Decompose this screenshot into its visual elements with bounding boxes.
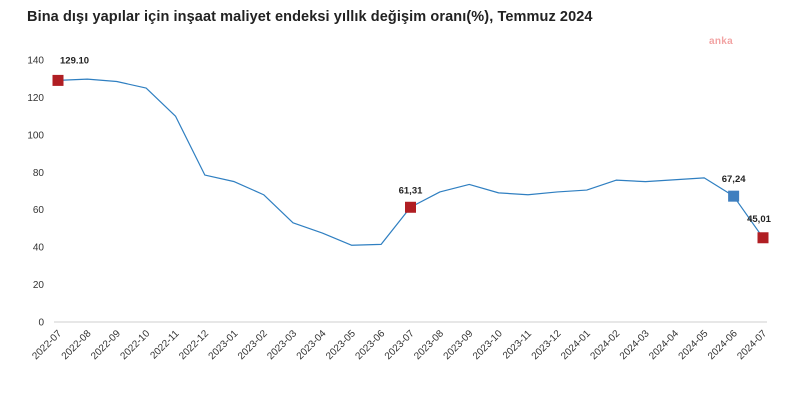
x-tick-label: 2022-11 <box>148 328 182 362</box>
x-tick-label: 2024-02 <box>589 328 623 362</box>
x-tick-label: 2022-07 <box>30 328 64 362</box>
x-tick-label: 2023-03 <box>265 328 299 362</box>
y-tick-label: 20 <box>33 280 45 291</box>
label-layer: 129.10 61,31 67,24 45,01 <box>60 55 772 224</box>
data-label: 67,24 <box>722 174 746 185</box>
line-layer <box>57 78 764 246</box>
x-tick-label: 2023-10 <box>471 328 505 362</box>
x-tick-label: 2024-06 <box>706 328 740 362</box>
y-tick-label: 0 <box>38 318 44 329</box>
data-point-marker <box>728 190 740 202</box>
x-tick-label: 2023-05 <box>324 328 358 362</box>
x-tick-label: 2024-04 <box>647 328 681 362</box>
x-tick-label: 2022-10 <box>119 328 153 362</box>
data-point-marker <box>405 201 416 213</box>
x-tick-label: 2023-04 <box>295 328 329 362</box>
y-tick-label: 100 <box>27 130 44 141</box>
marker-layer <box>52 74 769 244</box>
x-tick-label: 2023-11 <box>501 328 535 362</box>
y-tick-label: 80 <box>33 168 45 179</box>
axis-layer: 0204060801001201402022-072022-082022-092… <box>27 56 769 363</box>
series-line <box>57 78 764 246</box>
x-tick-label: 2023-09 <box>442 328 476 362</box>
data-label: 61,31 <box>399 185 423 196</box>
chart-title: Bina dışı yapılar için inşaat maliyet en… <box>27 9 593 25</box>
x-tick-label: 2023-12 <box>530 328 564 362</box>
x-tick-label: 2023-06 <box>354 328 388 362</box>
y-tick-label: 60 <box>33 205 45 216</box>
x-tick-label: 2024-01 <box>559 328 593 362</box>
x-tick-label: 2023-07 <box>383 328 417 362</box>
y-tick-label: 120 <box>27 93 44 104</box>
x-tick-label: 2022-08 <box>60 328 94 362</box>
x-tick-label: 2023-02 <box>236 328 270 362</box>
y-tick-label: 40 <box>33 243 45 254</box>
x-tick-label: 2024-05 <box>677 328 711 362</box>
data-point-marker <box>757 232 769 244</box>
x-tick-label: 2024-07 <box>735 328 769 362</box>
x-tick-label: 2024-03 <box>618 328 652 362</box>
x-tick-label: 2023-08 <box>412 328 446 362</box>
x-tick-label: 2023-01 <box>207 328 241 362</box>
x-tick-label: 2022-09 <box>89 328 123 362</box>
brand-watermark: anka <box>709 36 733 47</box>
data-label: 129.10 <box>60 55 89 66</box>
y-tick-label: 140 <box>27 56 44 67</box>
data-point-marker <box>52 74 64 86</box>
data-label: 45,01 <box>747 214 771 225</box>
x-tick-label: 2022-12 <box>177 328 211 362</box>
